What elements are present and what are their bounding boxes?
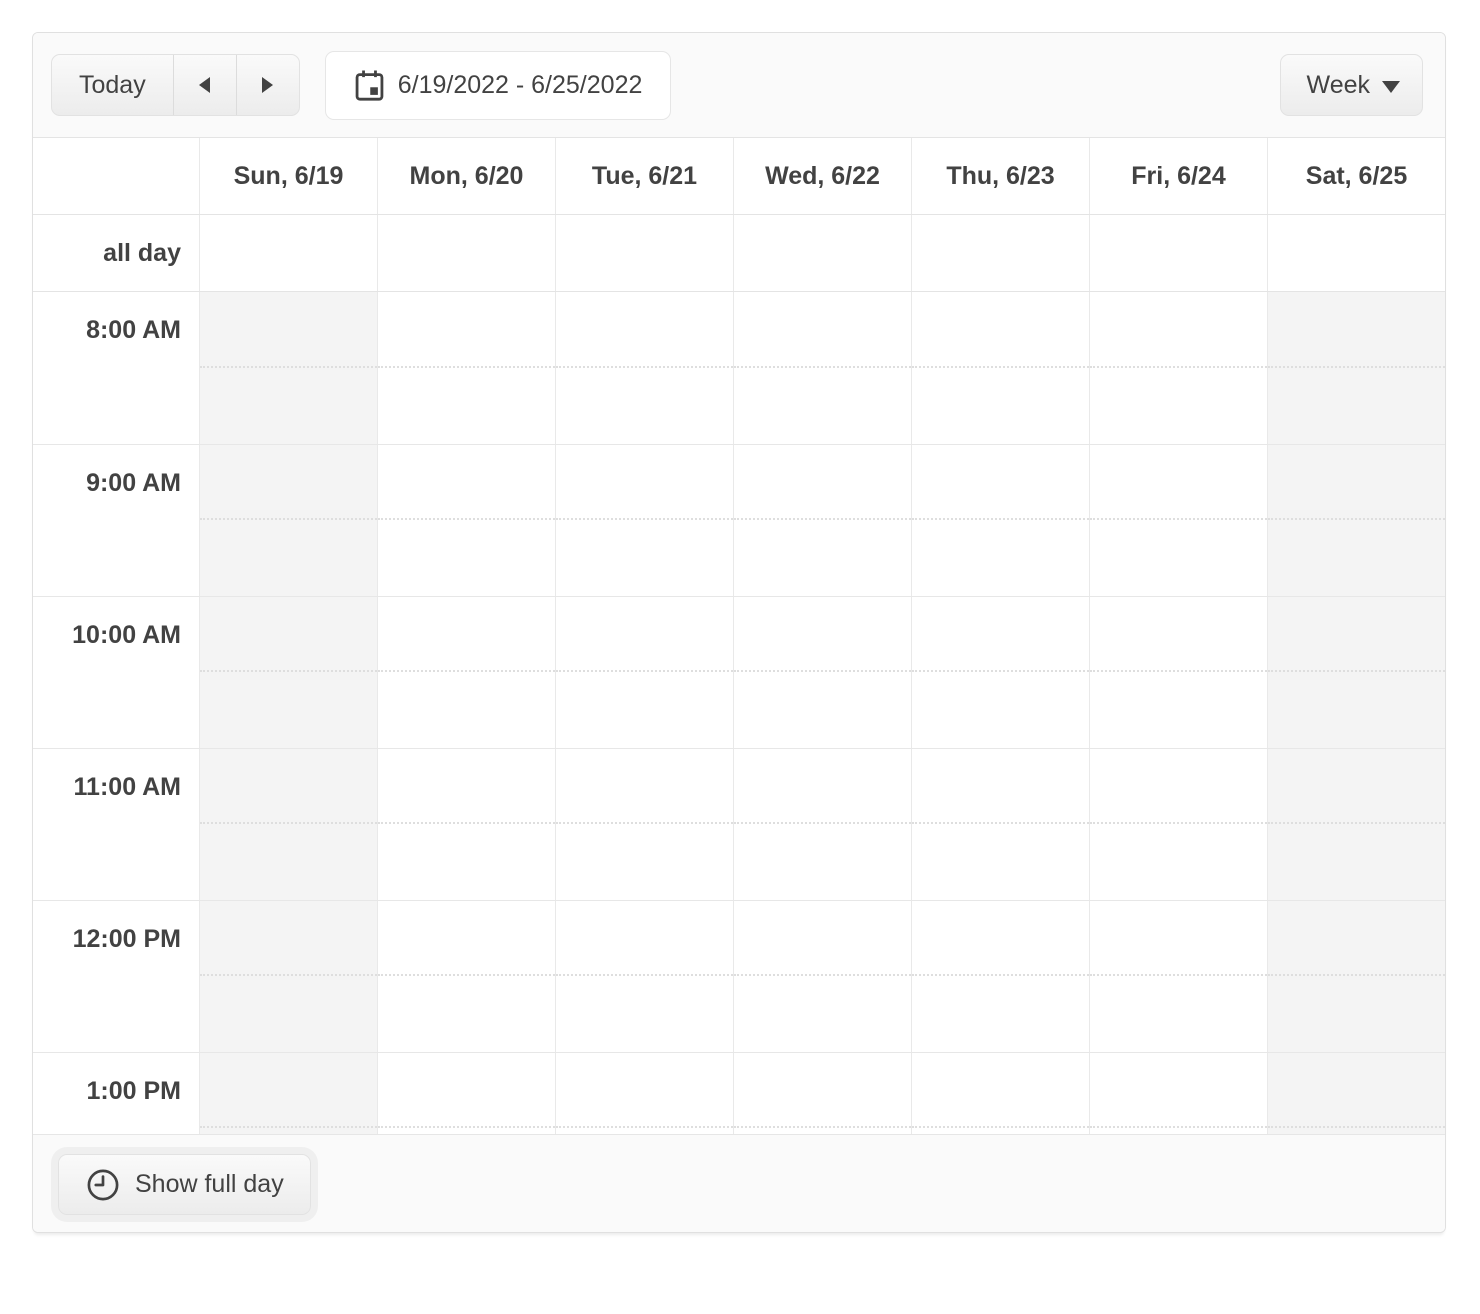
time-slot[interactable] [199,292,377,444]
all-day-cell[interactable] [1089,215,1267,291]
time-label: 11:00 AM [73,773,181,801]
day-header-row: Sun, 6/19 Mon, 6/20 Tue, 6/21 Wed, 6/22 … [33,138,1445,215]
time-slot[interactable] [733,292,911,444]
today-button[interactable]: Today [79,70,146,99]
time-slot[interactable] [733,749,911,900]
time-slot[interactable] [1267,445,1445,596]
view-selector-dropdown[interactable]: Week [1279,54,1423,116]
show-full-day-label: Show full day [135,1170,284,1198]
time-slot[interactable] [555,445,733,596]
time-slot-grid: 8:00 AM 9:00 AM 10:00 AM [33,292,1445,1134]
time-label: 10:00 AM [72,621,181,649]
time-slot[interactable] [377,445,555,596]
day-header-sun: Sun, 6/19 [199,138,377,214]
date-range-button[interactable]: 6/19/2022 - 6/25/2022 [324,50,672,120]
time-slot[interactable] [377,1053,555,1134]
all-day-cell[interactable] [377,215,555,291]
right-arrow-icon [262,77,274,93]
chevron-down-icon [1382,81,1400,93]
time-slot[interactable] [733,1053,911,1134]
time-label: 12:00 PM [72,925,181,953]
calendar-icon [354,69,385,102]
all-day-label: all day [103,238,181,267]
day-header-fri: Fri, 6/24 [1089,138,1267,214]
time-slot[interactable] [1089,597,1267,748]
all-day-row: all day [33,215,1445,292]
all-day-cell[interactable] [555,215,733,291]
time-slot[interactable] [1089,901,1267,1052]
time-slot[interactable] [911,749,1089,900]
time-label: 1:00 PM [86,1077,181,1105]
time-slot[interactable] [377,597,555,748]
left-arrow-icon [199,77,211,93]
time-slot[interactable] [199,749,377,900]
time-slot[interactable] [199,445,377,596]
time-slot[interactable] [911,597,1089,748]
time-slot[interactable] [1089,1053,1267,1134]
time-slot[interactable] [911,1053,1089,1134]
hour-row-12pm: 12:00 PM [33,900,1445,1052]
scheduler-toolbar: Today 6/19/2022 - 6/25/2022 Week [33,33,1445,138]
time-slot[interactable] [911,901,1089,1052]
view-selector-label: Week [1306,70,1370,99]
hour-row-8am: 8:00 AM [33,292,1445,444]
time-slot[interactable] [733,901,911,1052]
time-slot[interactable] [733,445,911,596]
hour-row-9am: 9:00 AM [33,444,1445,596]
time-label: 9:00 AM [86,469,181,497]
time-label: 8:00 AM [86,316,181,344]
all-day-cell[interactable] [911,215,1089,291]
time-slot[interactable] [377,292,555,444]
time-slot[interactable] [555,901,733,1052]
all-day-cell[interactable] [199,215,377,291]
time-slot[interactable] [555,749,733,900]
time-slot[interactable] [377,901,555,1052]
time-slot[interactable] [1089,445,1267,596]
time-slot[interactable] [1089,749,1267,900]
time-slot[interactable] [199,901,377,1052]
time-slot[interactable] [911,445,1089,596]
all-day-cell[interactable] [733,215,911,291]
day-header-thu: Thu, 6/23 [911,138,1089,214]
show-full-day-button[interactable]: Show full day [58,1154,311,1215]
time-slot[interactable] [1267,1053,1445,1134]
next-button[interactable] [235,55,299,115]
time-slot[interactable] [377,749,555,900]
time-slot[interactable] [555,1053,733,1134]
all-day-cell[interactable] [1267,215,1445,291]
scheduler: Today 6/19/2022 - 6/25/2022 Week [32,32,1446,1233]
previous-button[interactable] [172,55,236,115]
day-header-mon: Mon, 6/20 [377,138,555,214]
hour-row-11am: 11:00 AM [33,748,1445,900]
scheduler-footer: Show full day [33,1134,1445,1232]
time-slot[interactable] [199,1053,377,1134]
hour-row-1pm: 1:00 PM [33,1052,1445,1134]
time-slot[interactable] [199,597,377,748]
navigation-button-group: Today [51,54,300,116]
time-slot[interactable] [733,597,911,748]
time-slot[interactable] [1267,749,1445,900]
clock-icon [85,1167,121,1203]
time-slot[interactable] [1089,292,1267,444]
day-header-tue: Tue, 6/21 [555,138,733,214]
time-slot[interactable] [555,597,733,748]
day-header-sat: Sat, 6/25 [1267,138,1445,214]
hour-row-10am: 10:00 AM [33,596,1445,748]
header-corner-cell [33,138,199,214]
time-slot[interactable] [1267,292,1445,444]
time-slot[interactable] [1267,597,1445,748]
date-range-label: 6/19/2022 - 6/25/2022 [397,70,643,99]
time-slot[interactable] [555,292,733,444]
time-slot[interactable] [911,292,1089,444]
time-slot[interactable] [1267,901,1445,1052]
day-header-wed: Wed, 6/22 [733,138,911,214]
